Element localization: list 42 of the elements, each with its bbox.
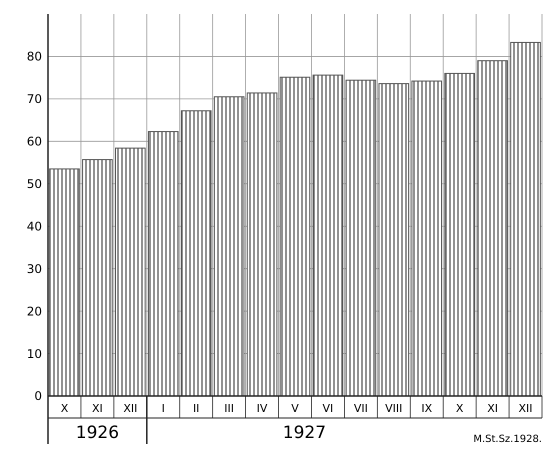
bar bbox=[49, 168, 80, 396]
bar bbox=[148, 131, 179, 396]
x-tick-label: VIII bbox=[385, 402, 402, 415]
x-tick-label: VII bbox=[354, 402, 368, 415]
x-tick-label: V bbox=[291, 402, 300, 415]
x-tick-label: XII bbox=[123, 402, 138, 415]
y-tick-label: 50 bbox=[26, 176, 42, 191]
bar bbox=[444, 72, 475, 396]
y-tick-label: 20 bbox=[26, 304, 42, 318]
bar bbox=[411, 80, 442, 396]
bar bbox=[180, 110, 212, 396]
x-tick-label: XI bbox=[92, 402, 103, 415]
x-tick-label: XI bbox=[487, 402, 498, 415]
bar bbox=[214, 96, 244, 396]
text: 1927 bbox=[282, 423, 326, 443]
y-tick-label: 0 bbox=[34, 389, 42, 404]
x-tick-label: X bbox=[456, 402, 464, 415]
x-tick-label: IV bbox=[256, 402, 268, 415]
y-tick-label: 60 bbox=[26, 134, 42, 149]
x-tick-label: XII bbox=[518, 402, 533, 415]
bar bbox=[246, 92, 278, 396]
text: 1926 bbox=[76, 423, 120, 443]
y-tick-label: 80 bbox=[26, 50, 42, 64]
bar bbox=[312, 74, 344, 396]
bar bbox=[82, 159, 113, 396]
x-tick-label: X bbox=[60, 402, 69, 415]
y-tick-label: 70 bbox=[26, 92, 42, 106]
x-tick-label: VI bbox=[322, 402, 334, 415]
bar bbox=[477, 60, 508, 396]
bar bbox=[115, 148, 146, 396]
y-tick-label: 40 bbox=[26, 219, 42, 234]
x-tick-label: IX bbox=[421, 402, 433, 415]
y-tick-label: 10 bbox=[26, 346, 42, 361]
bar bbox=[346, 80, 376, 396]
bar bbox=[280, 76, 310, 396]
y-tick-label: 30 bbox=[26, 262, 42, 276]
x-tick-label: I bbox=[162, 402, 165, 415]
x-tick-label: II bbox=[192, 402, 200, 415]
bar bbox=[510, 42, 541, 396]
x-tick-label: III bbox=[224, 402, 234, 415]
bar bbox=[378, 83, 410, 396]
text: M.St.Sz.1928. bbox=[473, 434, 542, 445]
